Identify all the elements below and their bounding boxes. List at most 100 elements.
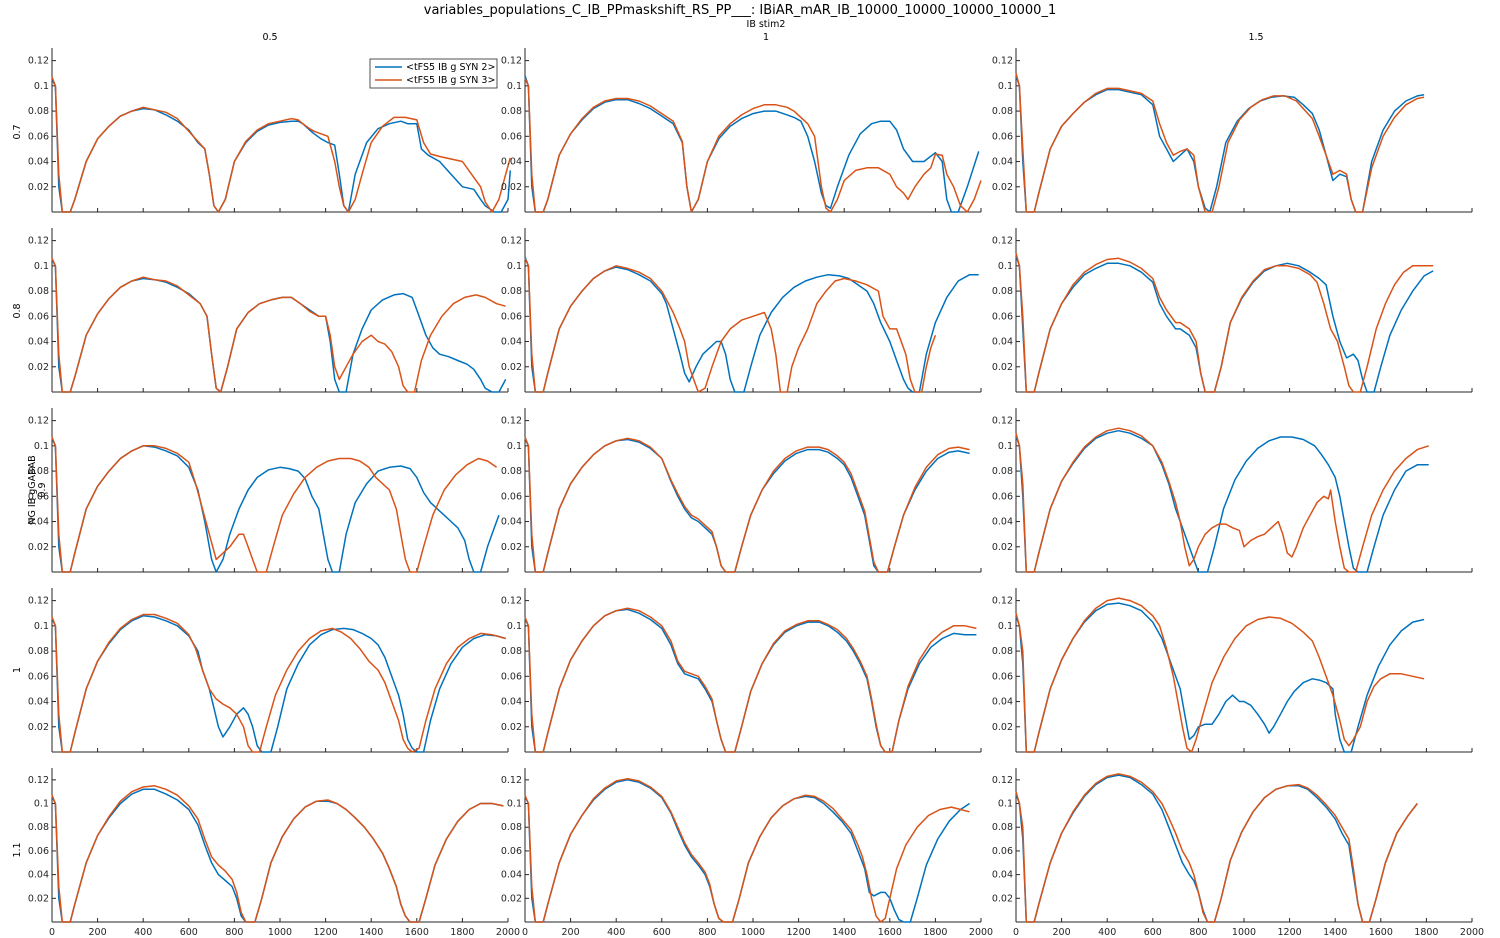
x-tick-label: 600 (1144, 927, 1162, 938)
y-tick-label: 0.06 (501, 131, 522, 142)
y-tick-label: 0.12 (28, 56, 49, 67)
legend-label-2: <tFS5 IB g SYN 3> (406, 75, 495, 86)
series-2-line (1015, 773, 1418, 923)
y-tick-label: 0.08 (992, 466, 1013, 477)
y-tick-label: 0.08 (992, 822, 1013, 833)
legend-box (369, 58, 498, 89)
y-tick-label: 0.08 (28, 286, 49, 297)
x-tick-label: 1600 (405, 927, 429, 938)
y-tick-label: 0.12 (28, 775, 49, 786)
y-tick-label: 0.06 (501, 491, 522, 502)
y-tick-label: 0.08 (501, 466, 522, 477)
series-2-line (1015, 253, 1434, 393)
series-1-line (51, 788, 504, 923)
x-tick-label: 400 (134, 927, 152, 938)
y-tick-label: 0.12 (992, 775, 1013, 786)
y-tick-label: 0.08 (992, 286, 1013, 297)
y-tick-label: 0.04 (28, 697, 49, 708)
panel-r2-c0: 0.02 0.04 0.06 0.08 0.1 0.12 (28, 408, 509, 573)
row-label-0: 0.7 (12, 124, 23, 139)
x-tick-label: 0 (522, 927, 528, 938)
y-tick-label: 0.1 (34, 621, 49, 632)
series-2-line (524, 436, 970, 573)
y-tick-label: 0.1 (998, 621, 1013, 632)
y-tick-label: 0.1 (998, 261, 1013, 272)
x-tick-label: 1600 (878, 927, 902, 938)
x-tick-label: 400 (1098, 927, 1116, 938)
y-tick-label: 0.1 (998, 799, 1013, 810)
series-1-line (1015, 255, 1434, 393)
x-tick-label: 0 (49, 927, 55, 938)
y-tick-label: 0.12 (501, 56, 522, 67)
panel-r4-c1: 0.02 0.04 0.06 0.08 0.1 0.12 0 200 400 600 800 1000… (501, 768, 993, 938)
y-tick-label: 0.1 (507, 261, 522, 272)
y-tick-label: 0.04 (992, 157, 1013, 168)
x-tick-label: 800 (1189, 927, 1207, 938)
y-tick-label: 0.12 (992, 56, 1013, 67)
y-tick-label: 0.12 (501, 596, 522, 607)
y-tick-label: 0.08 (501, 286, 522, 297)
series-2-line (51, 436, 498, 573)
series-2-line (1015, 597, 1425, 753)
x-tick-label: 600 (653, 927, 671, 938)
y-tick-label: 0.08 (28, 106, 49, 117)
series-1-line (524, 608, 977, 753)
figure-title: variables_populations_C_IB_PPmaskshift_R… (424, 3, 1056, 18)
y-tick-label: 0.1 (998, 81, 1013, 92)
y-tick-label: 0.06 (28, 671, 49, 682)
x-tick-label: 400 (607, 927, 625, 938)
y-tick-label: 0.06 (992, 846, 1013, 857)
panel-r3-c1: 0.02 0.04 0.06 0.08 0.1 0.12 (501, 588, 982, 753)
y-tick-label: 0.08 (28, 822, 49, 833)
series-1-line (1015, 429, 1429, 573)
panel-r0-c0: 0.02 0.04 0.06 0.08 0.1 0.12 (28, 48, 512, 213)
y-tick-label: 0.06 (28, 311, 49, 322)
x-tick-label: 1400 (1323, 927, 1347, 938)
x-tick-label: 200 (89, 927, 107, 938)
y-tick-label: 0.1 (34, 81, 49, 92)
y-tick-label: 0.1 (507, 441, 522, 452)
y-tick-label: 0.04 (501, 697, 522, 708)
y-tick-label: 0.1 (34, 441, 49, 452)
y-tick-label: 0.12 (501, 236, 522, 247)
y-tick-label: 0.06 (28, 846, 49, 857)
y-tick-label: 0.1 (507, 799, 522, 810)
x-tick-label: 1400 (359, 927, 383, 938)
panel-r3-c0: 0.02 0.04 0.06 0.08 0.1 0.12 (28, 588, 509, 753)
row-label-3: 1 (12, 667, 23, 673)
y-tick-label: 0.04 (501, 517, 522, 528)
y-tick-label: 0.02 (992, 893, 1013, 904)
x-tick-label: 1800 (1414, 927, 1438, 938)
col-label-2: 1.5 (1248, 32, 1263, 43)
y-tick-label: 0.1 (998, 441, 1013, 452)
y-tick-label: 0.12 (992, 596, 1013, 607)
y-tick-label: 0.04 (501, 157, 522, 168)
series-2-line (524, 607, 977, 753)
y-tick-label: 0.02 (501, 893, 522, 904)
series-2-line (51, 785, 504, 923)
x-tick-label: 200 (562, 927, 580, 938)
x-tick-label: 600 (180, 927, 198, 938)
y-tick-label: 0.08 (992, 646, 1013, 657)
series-1-line (524, 256, 979, 393)
x-tick-label: 1200 (314, 927, 338, 938)
series-2-line (51, 76, 512, 213)
y-tick-label: 0.1 (507, 81, 522, 92)
y-tick-label: 0.12 (28, 596, 49, 607)
panel-r4-c0: 0.02 0.04 0.06 0.08 0.1 0.12 0 200 400 600 800 1000… (28, 768, 520, 938)
y-tick-label: 0.06 (501, 846, 522, 857)
y-tick-label: 0.04 (992, 337, 1013, 348)
y-tick-label: 0.12 (28, 416, 49, 427)
y-tick-label: 0.06 (501, 671, 522, 682)
x-tick-label: 800 (225, 927, 243, 938)
figure-side-label: NG IB gGABAB (27, 455, 38, 524)
col-label-0: 0.5 (262, 32, 277, 43)
y-tick-label: 0.06 (28, 131, 49, 142)
y-tick-label: 0.02 (28, 893, 49, 904)
x-tick-label: 200 (1053, 927, 1071, 938)
x-tick-label: 0 (1013, 927, 1019, 938)
x-tick-label: 2000 (1460, 927, 1484, 938)
x-tick-label: 800 (698, 927, 716, 938)
x-tick-label: 1600 (1369, 927, 1393, 938)
